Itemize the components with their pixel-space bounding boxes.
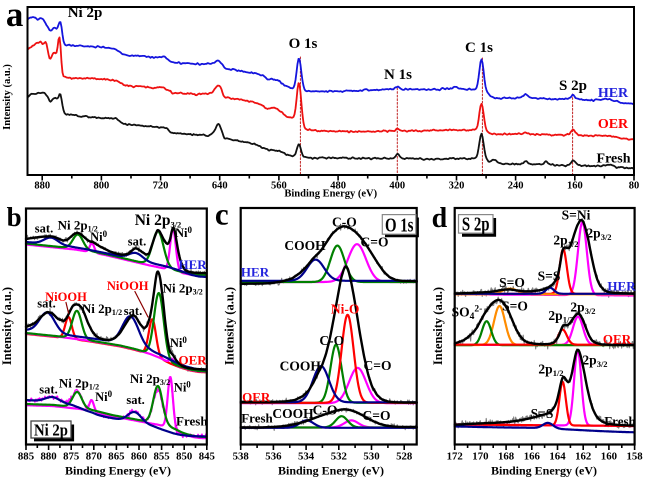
svg-text:240: 240	[508, 181, 524, 192]
svg-text:160: 160	[601, 450, 617, 462]
svg-text:Binding Energy (eV): Binding Energy (eV)	[278, 464, 384, 478]
svg-text:855: 855	[153, 450, 169, 462]
svg-text:C=O: C=O	[364, 358, 392, 373]
svg-text:528: 528	[396, 450, 413, 462]
svg-text:Fresh: Fresh	[176, 414, 208, 429]
svg-text:720: 720	[153, 181, 169, 192]
svg-text:530: 530	[363, 450, 379, 462]
svg-text:OER: OER	[598, 117, 629, 132]
svg-text:O 1s: O 1s	[385, 214, 414, 236]
svg-text:Binding Energy (eV): Binding Energy (eV)	[284, 189, 377, 200]
svg-text:sat.: sat.	[128, 235, 146, 249]
svg-text:850: 850	[176, 450, 192, 462]
svg-text:HER: HER	[607, 279, 636, 294]
svg-text:sat.: sat.	[35, 222, 53, 236]
svg-text:Intensity (a.u.): Intensity (a.u.)	[0, 287, 14, 365]
svg-text:c: c	[215, 197, 229, 232]
svg-text:170: 170	[472, 450, 488, 462]
svg-text:480: 480	[330, 181, 346, 192]
svg-text:880: 880	[40, 450, 56, 462]
svg-text:172: 172	[447, 450, 463, 462]
svg-text:N 1s: N 1s	[384, 67, 412, 83]
svg-text:OER: OER	[179, 353, 208, 368]
svg-text:sat.: sat.	[39, 383, 57, 397]
svg-text:164: 164	[549, 450, 566, 462]
svg-text:OER: OER	[242, 390, 271, 405]
svg-text:S 2p: S 2p	[462, 214, 490, 236]
svg-text:880: 880	[34, 181, 50, 192]
svg-text:Binding Energy (eV): Binding Energy (eV)	[491, 464, 597, 478]
svg-text:C-O: C-O	[319, 333, 344, 348]
svg-text:C=O: C=O	[363, 408, 391, 423]
svg-text:O 1s: O 1s	[289, 36, 318, 52]
svg-text:320: 320	[449, 181, 465, 192]
svg-text:C 1s: C 1s	[465, 40, 493, 56]
svg-text:166: 166	[524, 450, 541, 462]
svg-text:80: 80	[629, 181, 640, 192]
svg-text:Ni-O: Ni-O	[331, 302, 360, 317]
svg-text:400: 400	[389, 181, 405, 192]
svg-text:HER: HER	[598, 86, 629, 101]
svg-text:S=Ni: S=Ni	[562, 208, 591, 223]
svg-text:532: 532	[331, 450, 347, 462]
svg-text:158: 158	[626, 450, 643, 462]
svg-text:HER: HER	[241, 265, 270, 280]
svg-text:870: 870	[86, 450, 102, 462]
svg-text:sat.: sat.	[37, 297, 55, 311]
svg-text:538: 538	[233, 450, 250, 462]
svg-text:a: a	[6, 0, 24, 34]
svg-text:885: 885	[18, 450, 34, 462]
svg-text:560: 560	[271, 181, 287, 192]
svg-text:Fresh: Fresh	[597, 152, 631, 167]
svg-text:S=S: S=S	[538, 269, 561, 284]
svg-text:COOH: COOH	[280, 359, 322, 374]
svg-text:S 2p: S 2p	[559, 78, 587, 94]
svg-text:Fresh: Fresh	[604, 414, 636, 429]
svg-text:865: 865	[108, 450, 124, 462]
svg-text:S=O: S=O	[502, 299, 528, 314]
svg-text:Ni 2p: Ni 2p	[68, 5, 103, 21]
svg-text:C=O: C=O	[361, 235, 389, 250]
svg-text:OER: OER	[603, 332, 632, 347]
svg-text:Ni 2p3/2: Ni 2p3/2	[135, 212, 182, 229]
svg-text:C-O: C-O	[313, 403, 338, 418]
svg-text:162: 162	[575, 450, 591, 462]
svg-text:sat.: sat.	[124, 304, 142, 318]
svg-text:845: 845	[199, 450, 215, 462]
svg-text:S=S: S=S	[531, 406, 554, 421]
svg-text:HER: HER	[179, 257, 208, 272]
svg-text:Binding Energy (eV): Binding Energy (eV)	[65, 464, 171, 478]
svg-text:Ni 2p: Ni 2p	[34, 420, 68, 439]
svg-text:860: 860	[131, 450, 147, 462]
svg-text:NiOOH: NiOOH	[107, 279, 149, 293]
svg-text:640: 640	[212, 181, 228, 192]
svg-text:NiOOH: NiOOH	[45, 290, 87, 304]
svg-text:C-O: C-O	[332, 214, 357, 229]
svg-text:Intensity (a.u.): Intensity (a.u.)	[223, 287, 237, 365]
svg-text:536: 536	[265, 450, 282, 462]
svg-text:Intensity (a.u.): Intensity (a.u.)	[2, 64, 13, 130]
svg-text:sat.: sat.	[126, 393, 144, 407]
svg-text:COOH: COOH	[272, 406, 314, 421]
svg-text:168: 168	[498, 450, 515, 462]
svg-text:800: 800	[94, 181, 110, 192]
svg-text:534: 534	[298, 450, 315, 462]
svg-text:b: b	[7, 202, 22, 232]
svg-text:d: d	[432, 203, 448, 234]
svg-text:COOH: COOH	[284, 238, 326, 253]
svg-text:S=O: S=O	[499, 275, 525, 290]
svg-text:160: 160	[567, 181, 583, 192]
svg-text:Fresh: Fresh	[241, 411, 273, 426]
svg-text:875: 875	[63, 450, 79, 462]
svg-text:Intensity (a.u.): Intensity (a.u.)	[431, 287, 445, 365]
